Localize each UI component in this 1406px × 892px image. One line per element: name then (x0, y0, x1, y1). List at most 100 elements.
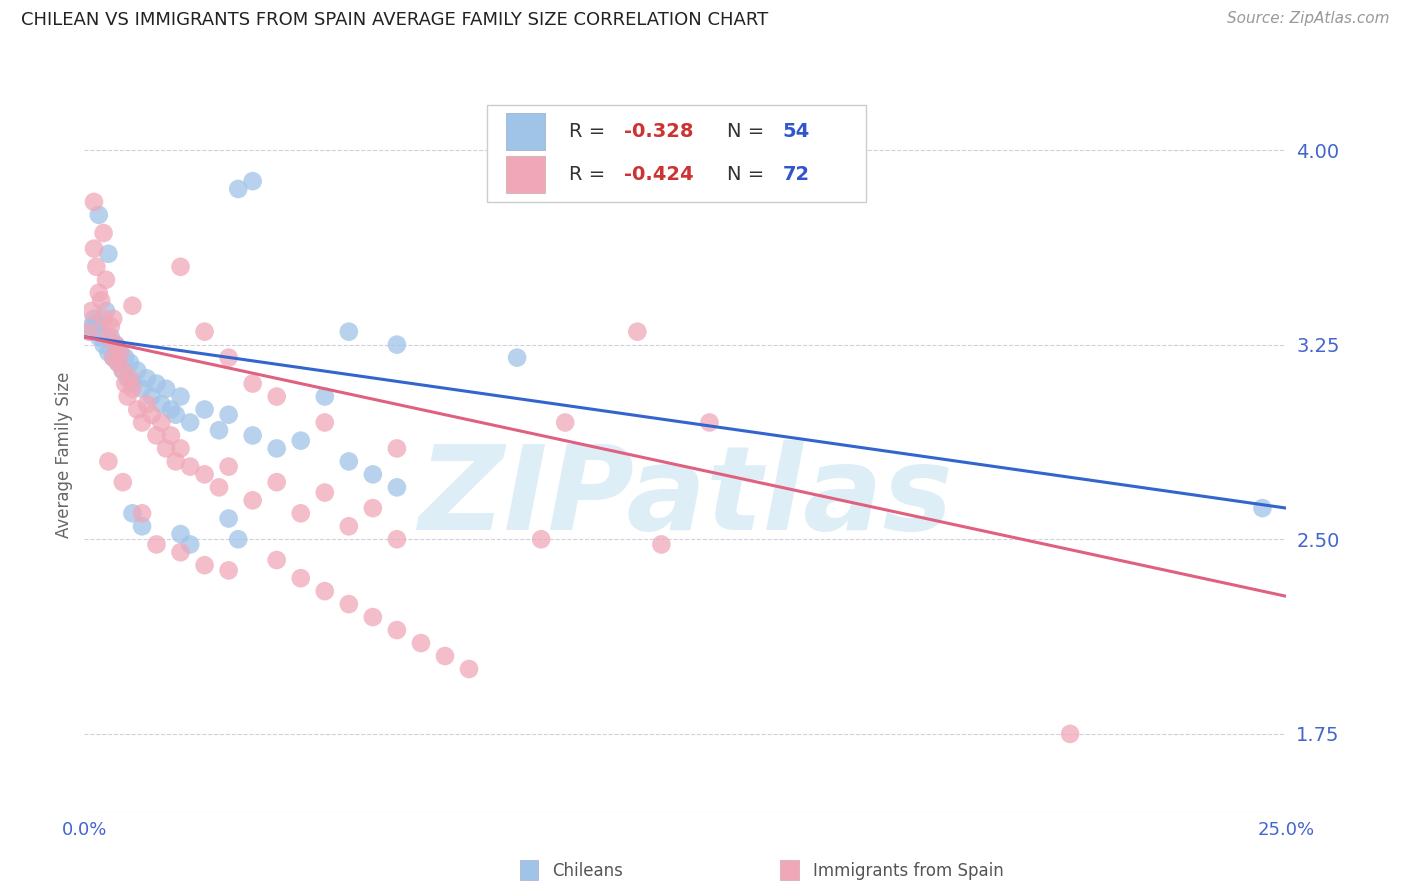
Point (121, 382, 143, 396)
Point (169, 527, 191, 541)
Point (385, 623, 408, 637)
Point (90, 325, 112, 339)
Text: Chileans: Chileans (553, 862, 623, 880)
Point (314, 416, 336, 430)
Point (117, 371, 139, 385)
Point (179, 416, 201, 430)
Point (169, 545, 191, 559)
Point (121, 299, 143, 313)
Text: Source: ZipAtlas.com: Source: ZipAtlas.com (1226, 11, 1389, 26)
Point (385, 480, 408, 494)
Point (337, 325, 360, 339)
Point (242, 376, 264, 391)
Point (87, 330, 110, 344)
Point (290, 571, 312, 585)
Point (218, 511, 240, 525)
Point (141, 408, 163, 422)
Point (107, 356, 129, 370)
Point (135, 397, 157, 411)
Point (530, 533, 553, 547)
Point (194, 558, 217, 573)
Point (179, 459, 201, 474)
Point (111, 363, 134, 377)
Point (626, 325, 648, 339)
Point (103, 311, 125, 326)
Point (110, 345, 132, 359)
Point (290, 434, 312, 448)
Point (169, 260, 191, 274)
Point (86, 317, 108, 331)
FancyBboxPatch shape (486, 105, 866, 202)
Text: N =: N = (727, 122, 770, 141)
Point (103, 351, 125, 365)
Point (94, 273, 117, 287)
Point (97, 345, 120, 359)
Point (83, 311, 105, 326)
Point (337, 454, 360, 468)
Point (226, 533, 249, 547)
Point (104, 337, 127, 351)
Point (1059, 727, 1081, 741)
Text: Immigrants from Spain: Immigrants from Spain (813, 862, 1004, 880)
Point (218, 408, 240, 422)
Point (141, 390, 163, 404)
Point (118, 371, 141, 385)
Point (83, 242, 105, 256)
Point (218, 563, 240, 577)
Point (110, 345, 132, 359)
Point (160, 428, 183, 442)
Point (80, 304, 103, 318)
Point (160, 402, 183, 417)
Text: -0.328: -0.328 (624, 122, 693, 141)
Text: CHILEAN VS IMMIGRANTS FROM SPAIN AVERAGE FAMILY SIZE CORRELATION CHART: CHILEAN VS IMMIGRANTS FROM SPAIN AVERAGE… (21, 11, 768, 29)
Point (93, 226, 115, 240)
Point (145, 376, 167, 391)
Point (135, 371, 157, 385)
Point (266, 475, 288, 490)
Point (458, 662, 481, 676)
Point (337, 519, 360, 533)
Point (242, 428, 264, 442)
Point (107, 356, 129, 370)
Point (218, 459, 240, 474)
Point (77, 325, 100, 339)
Point (100, 319, 122, 334)
Point (169, 442, 191, 456)
Point (208, 480, 231, 494)
Point (114, 376, 136, 391)
Point (93, 311, 115, 326)
Point (266, 442, 288, 456)
Point (131, 416, 153, 430)
Point (145, 428, 167, 442)
Point (87, 208, 110, 222)
Point (361, 610, 384, 624)
Point (290, 506, 312, 520)
Point (145, 537, 167, 551)
Point (554, 416, 576, 430)
Point (361, 501, 384, 516)
Y-axis label: Average Family Size: Average Family Size (55, 372, 73, 538)
FancyBboxPatch shape (506, 113, 544, 150)
Point (131, 519, 153, 533)
FancyBboxPatch shape (506, 156, 544, 193)
Point (127, 363, 149, 377)
Point (104, 337, 127, 351)
Point (97, 330, 120, 344)
Point (226, 182, 249, 196)
Point (409, 636, 432, 650)
Point (194, 467, 217, 482)
Point (100, 330, 122, 344)
Point (118, 356, 141, 370)
Point (97, 247, 120, 261)
Point (314, 584, 336, 599)
Point (208, 423, 231, 437)
Point (266, 390, 288, 404)
Point (90, 293, 112, 308)
Text: 54: 54 (783, 122, 810, 141)
Point (242, 174, 264, 188)
Point (218, 351, 240, 365)
Point (121, 506, 143, 520)
Text: N =: N = (727, 165, 770, 184)
Point (111, 475, 134, 490)
Point (150, 416, 173, 430)
